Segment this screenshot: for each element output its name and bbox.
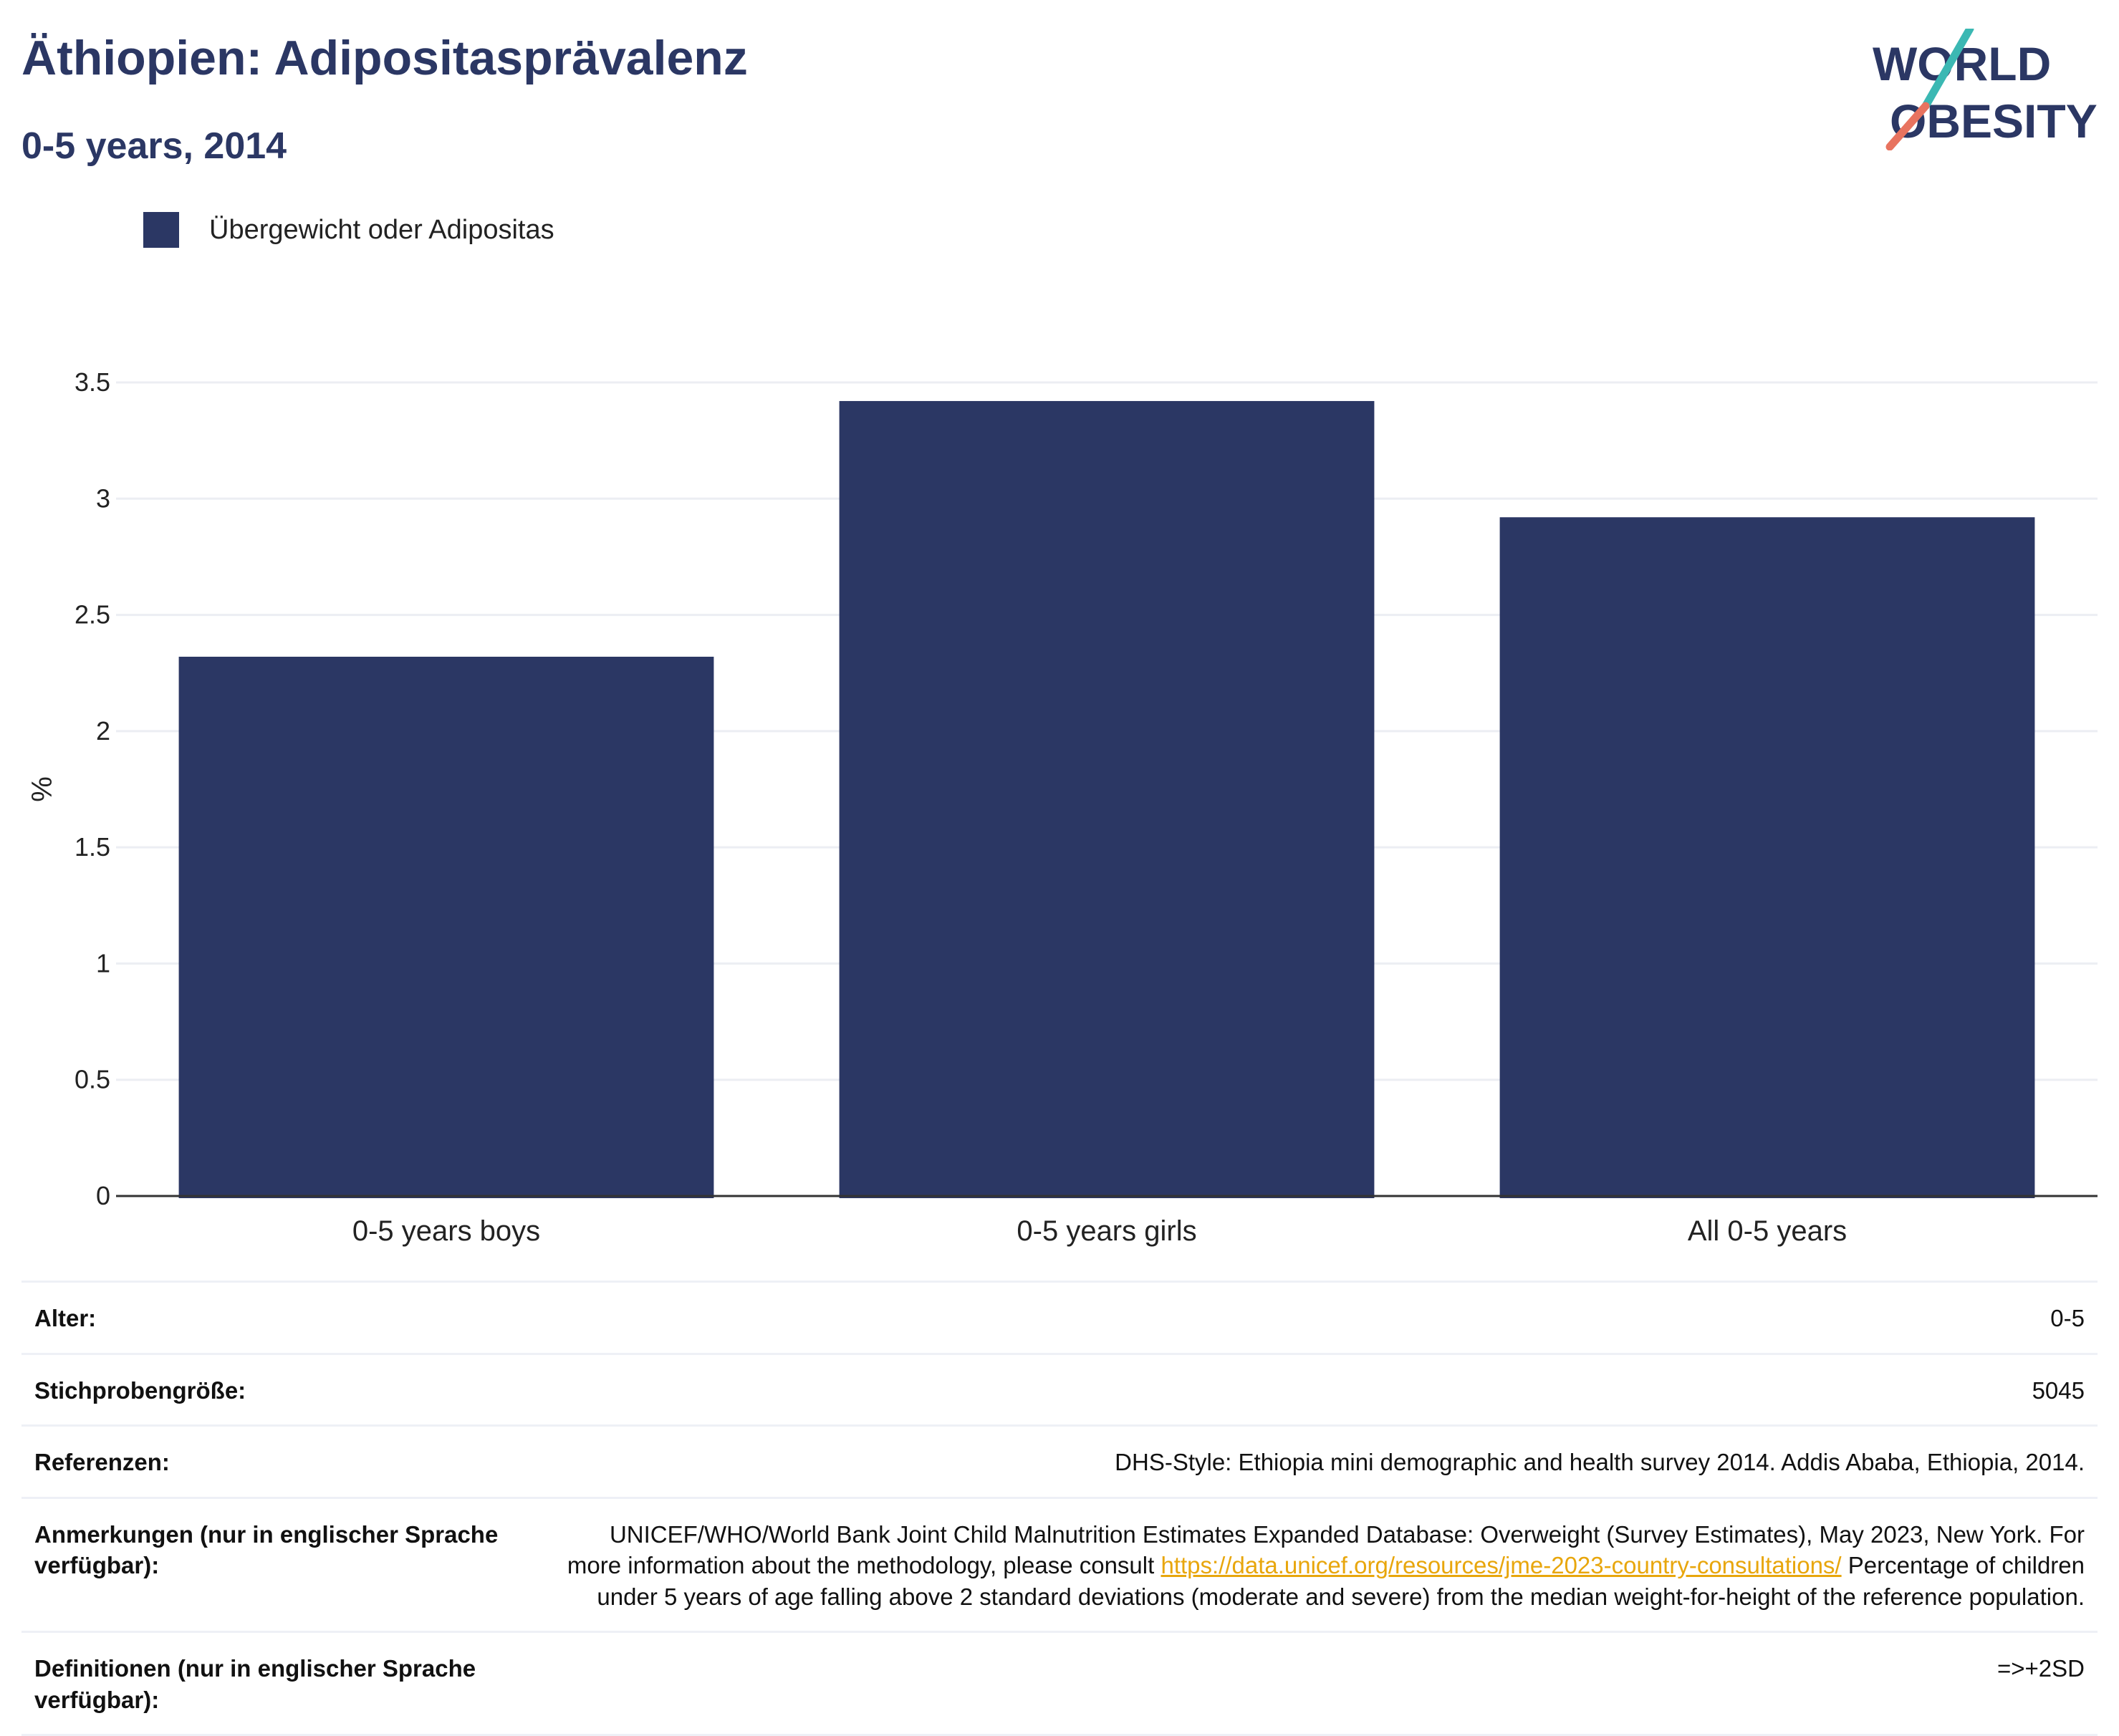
y-tick-label: 1 (96, 948, 110, 978)
info-row-sample: Stichprobengröße: 5045 (21, 1352, 2098, 1425)
chart-legend[interactable]: Übergewicht oder Adipositas (143, 212, 554, 248)
x-tick-label: 0-5 years boys (352, 1215, 540, 1247)
info-table: Alter: 0-5 Stichprobengröße: 5045 Refere… (21, 1281, 2098, 1736)
chart-title: Äthiopien: Adipositasprävalenz (21, 31, 748, 85)
y-tick-label: 1.5 (75, 832, 110, 862)
info-key-notes: Anmerkungen (nur in englischer Sprache v… (34, 1520, 499, 1579)
bar-chart: 0 0.5 1 1.5 2 2.5 3 3.5 0-5 years boys 0-5 years … (27, 367, 2098, 1247)
logo-slash-top (1921, 29, 1974, 110)
x-tick-label: All 0-5 years (1688, 1215, 1847, 1247)
y-tick-label: 2 (96, 716, 110, 746)
info-row-age: Alter: 0-5 (21, 1281, 2098, 1353)
chart-subtitle: 0-5 years, 2014 (21, 125, 287, 167)
y-tick-label: 2.5 (75, 600, 110, 630)
info-val-definitions: =>+2SD (1997, 1655, 2085, 1682)
y-axis-label: % (27, 776, 58, 802)
info-val-notes: UNICEF/WHO/World Bank Joint Child Malnut… (564, 1519, 2085, 1613)
info-key-age: Alter: (34, 1305, 97, 1331)
info-val-sample: 5045 (2032, 1376, 2085, 1404)
notes-link[interactable]: https://data.unicef.org/resources/jme-20… (1161, 1552, 1842, 1579)
y-tick-label: 0 (96, 1181, 110, 1210)
world-obesity-logo: WORLD OBESITY (1873, 29, 2098, 150)
bar (178, 656, 714, 1198)
info-val-age: 0-5 (2050, 1305, 2085, 1331)
bar (839, 400, 1375, 1198)
y-tick-label: 3 (96, 483, 110, 513)
y-tick-label: 0.5 (75, 1065, 110, 1094)
y-tick-label: 3.5 (75, 367, 110, 397)
legend-label: Übergewicht oder Adipositas (209, 214, 554, 245)
info-key-sample: Stichprobengröße: (34, 1376, 246, 1404)
x-tick-label: 0-5 years girls (1017, 1215, 1196, 1247)
legend-swatch (143, 212, 179, 248)
info-key-references: Referenzen: (34, 1449, 170, 1476)
info-row-references: Referenzen: DHS-Style: Ethiopia mini dem… (21, 1424, 2098, 1497)
info-row-notes: Anmerkungen (nur in englischer Sprache v… (21, 1496, 2098, 1631)
info-val-references: DHS-Style: Ethiopia mini demographic and… (1115, 1449, 2085, 1476)
bar (1499, 517, 2035, 1198)
notes-text-1: UNICEF/WHO/World Bank Joint Child Malnut… (567, 1520, 2085, 1579)
info-row-definitions: Definitionen (nur in englischer Sprache … (21, 1631, 2098, 1736)
notes-text-2: Percentage of children under 5 years of … (597, 1552, 2085, 1610)
info-key-definitions: Definitionen (nur in englischer Sprache … (34, 1655, 476, 1713)
logo-slash-bottom (1885, 102, 1930, 150)
